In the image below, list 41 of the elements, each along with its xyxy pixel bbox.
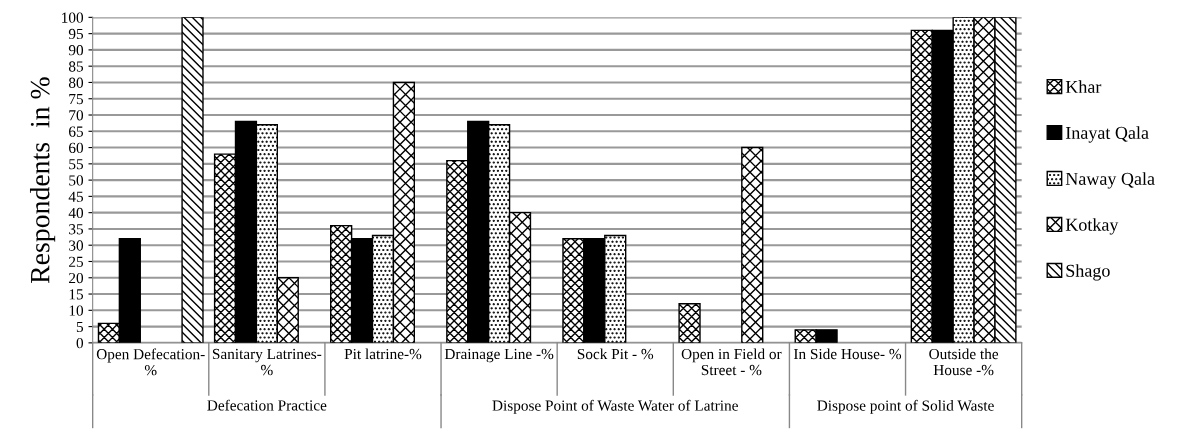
y-tick-label: 45 xyxy=(68,191,84,202)
y-tick-label: 0 xyxy=(76,338,84,349)
x-tick-label: Open Defecation- % xyxy=(96,348,205,376)
y-tick-label: 15 xyxy=(69,289,84,300)
y-tick-label: 55 xyxy=(69,159,84,170)
y-tick-label: 30 xyxy=(69,240,84,251)
text: Dispose point of Solid Waste xyxy=(817,399,994,414)
y-tick-label: 40 xyxy=(68,207,84,219)
bar xyxy=(678,303,701,343)
x-tick-label: Drainage Line -% xyxy=(444,348,554,363)
y-tick-label: 100 xyxy=(62,12,84,23)
legend-label: Shago xyxy=(1066,264,1110,281)
bar xyxy=(741,146,764,343)
y-tick-label: 20 xyxy=(69,272,84,284)
x-tick-label: Open in Field or Street - % xyxy=(681,348,782,376)
legend-label: Kotkay xyxy=(1065,218,1119,235)
y-tick-label: 85 xyxy=(68,61,84,72)
y-tick-label: 5 xyxy=(76,321,84,333)
y-tick-label: 35 xyxy=(69,224,84,235)
y-tick-label: 75 xyxy=(69,94,84,105)
legend-label: Khar xyxy=(1065,80,1102,94)
x-tick-label: Pit latrine-% xyxy=(344,348,422,360)
text: Defecation Practice xyxy=(207,399,327,411)
y-tick-label: 25 xyxy=(69,256,84,267)
y-tick-label: 90 xyxy=(68,45,84,56)
legend-label: Inayat Qala xyxy=(1065,126,1149,143)
y-tick-label: 80 xyxy=(68,77,84,88)
x-tick-label: Outside the House -% xyxy=(929,348,999,376)
y-tick-label: 95 xyxy=(68,28,84,40)
y-tick-label: 70 xyxy=(69,110,84,121)
x-tick-label: Sanitary Latrines- % xyxy=(212,348,322,376)
legend-label: Naway Qala xyxy=(1065,172,1155,189)
x-tick-label: In Side House- % xyxy=(793,348,902,360)
bar xyxy=(181,17,204,343)
y-tick-label: 10 xyxy=(69,305,84,316)
y-axis-title: Respondents in % xyxy=(29,77,56,284)
y-tick-label: 65 xyxy=(69,126,84,137)
y-tick-label: 60 xyxy=(69,142,84,154)
y-tick-label: 50 xyxy=(69,175,84,186)
x-tick-label: Sock Pit - % xyxy=(577,348,654,360)
text: Dispose Point of Waste Water of Latrine xyxy=(492,399,738,414)
